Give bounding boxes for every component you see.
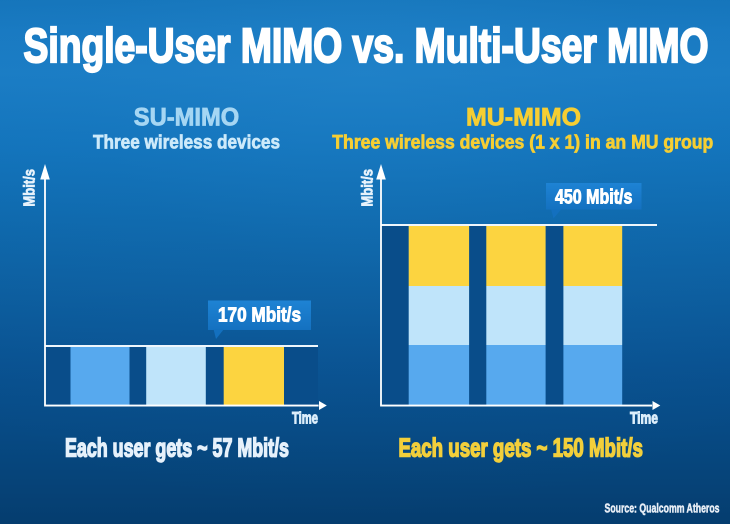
svg-text:Time: Time bbox=[292, 410, 318, 428]
svg-text:Source: Qualcomm Atheros: Source: Qualcomm Atheros bbox=[605, 501, 720, 515]
svg-text:Time: Time bbox=[630, 410, 658, 428]
svg-text:Single-User MIMO vs. Multi-Use: Single-User MIMO vs. Multi-User MIMO bbox=[24, 19, 709, 73]
svg-text:Each user gets ~ 150 Mbit/s: Each user gets ~ 150 Mbit/s bbox=[398, 433, 643, 463]
svg-text:MU-MIMO: MU-MIMO bbox=[466, 104, 581, 132]
svg-text:Three wireless devices: Three wireless devices bbox=[93, 131, 280, 153]
svg-text:Three wireless devices (1 x 1): Three wireless devices (1 x 1) in an MU … bbox=[332, 131, 713, 153]
svg-text:Each user gets ~ 57 Mbit/s: Each user gets ~ 57 Mbit/s bbox=[65, 433, 289, 463]
svg-text:170 Mbit/s: 170 Mbit/s bbox=[218, 305, 301, 327]
svg-text:Mbit/s: Mbit/s bbox=[360, 169, 377, 207]
svg-text:450 Mbit/s: 450 Mbit/s bbox=[555, 186, 632, 208]
svg-text:Mbit/s: Mbit/s bbox=[22, 169, 39, 207]
svg-text:SU-MIMO: SU-MIMO bbox=[134, 104, 239, 132]
